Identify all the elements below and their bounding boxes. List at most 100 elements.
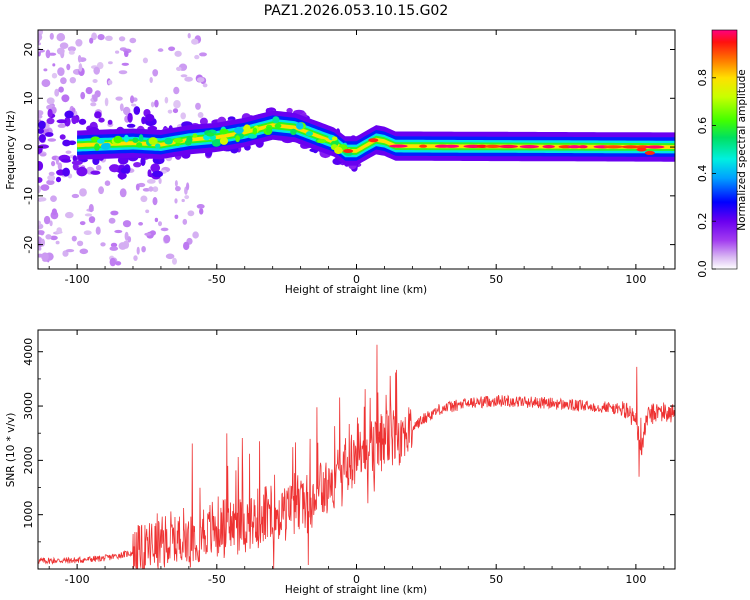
spectrogram-noise	[98, 186, 104, 195]
colorbar-tick-label: 0.8	[696, 69, 709, 87]
spectrogram-noise	[92, 93, 98, 102]
spectrogram-noise	[88, 216, 96, 224]
snr-x-label: Height of straight line (km)	[285, 584, 427, 596]
spectrogram-peak	[265, 126, 273, 134]
spectrogram-noise	[43, 215, 51, 225]
spectrogram-x-tick-label: -100	[65, 273, 90, 286]
spectrogram-noise	[59, 42, 69, 49]
spectrogram-noise	[184, 76, 193, 82]
colorbar-label: Normalized spectral amplitude	[736, 69, 748, 230]
spectrogram-noise	[40, 184, 50, 191]
spectrogram-noise	[79, 221, 86, 226]
spectrogram-x-label: Height of straight line (km)	[285, 284, 427, 296]
colorbar-ticks: 0.0 0.2 0.4 0.6 0.8	[696, 69, 716, 278]
spectrogram-cloud	[46, 117, 55, 125]
spectrogram-cloud	[141, 116, 146, 125]
spectrogram-cloud	[72, 155, 78, 162]
spectrogram-core	[519, 145, 539, 149]
spectrogram-cloud	[150, 163, 161, 173]
spectrogram-noise	[157, 48, 164, 52]
spectrogram-core	[443, 144, 460, 148]
spectrogram-cloud	[147, 169, 152, 177]
spectrogram-peak	[164, 137, 173, 145]
spectrogram-peak	[155, 143, 161, 149]
spectrogram-noise	[91, 32, 97, 41]
spectrogram-noise	[51, 208, 58, 216]
spectrogram-noise	[167, 109, 173, 114]
spectrogram-noise	[164, 96, 169, 104]
spectrogram-noise	[173, 100, 181, 109]
spectrogram-cloud	[117, 172, 127, 180]
spectrogram-peak	[306, 131, 313, 137]
spectrogram-core	[644, 150, 655, 155]
spectrogram-noise	[78, 63, 83, 72]
snr-y-tick-label: 2000	[22, 446, 35, 474]
spectrogram-noise	[158, 177, 162, 184]
spectrogram-cloud	[152, 170, 164, 178]
spectrogram-noise	[160, 227, 169, 232]
spectrogram-noise	[158, 221, 162, 227]
spectrogram-noise	[104, 97, 109, 107]
colorbar-scale	[711, 29, 738, 270]
spectrogram-noise	[79, 248, 89, 255]
spectrogram-noise	[118, 36, 126, 42]
spectrogram-noise	[172, 108, 179, 114]
spectrogram-noise	[83, 230, 92, 235]
spectrogram-noise	[38, 220, 42, 226]
spectrogram-noise	[110, 242, 118, 248]
spectrogram-noise	[39, 153, 47, 157]
spectrogram-noise	[58, 86, 64, 93]
spectrogram-peak	[138, 134, 144, 142]
spectrogram-noise	[173, 86, 180, 95]
spectrogram-noise	[148, 186, 154, 192]
colorbar-tick-label: 0.4	[696, 165, 709, 183]
snr-x-tick-label: 50	[489, 573, 503, 586]
spectrogram-noise	[55, 240, 60, 245]
spectrogram-noise	[100, 242, 106, 247]
spectrogram-core	[419, 144, 428, 148]
spectrogram-cloud	[140, 157, 146, 166]
spectrogram-noise	[174, 180, 178, 187]
spectrogram-cloud	[107, 119, 113, 125]
spectrogram-noise	[95, 226, 101, 235]
colorbar-tick-label: 0.0	[696, 260, 709, 278]
spectrogram-cloud	[109, 164, 120, 173]
spectrogram-noise	[187, 33, 191, 39]
spectrogram-noise	[115, 96, 123, 101]
spectrogram-noise	[56, 227, 62, 234]
spectrogram-noise	[119, 103, 124, 112]
spectrogram-noise	[65, 150, 72, 154]
spectrogram-cloud	[56, 119, 67, 124]
spectrogram-noise	[176, 66, 182, 71]
spectrogram-noise	[56, 47, 65, 55]
spectrogram-peak	[219, 128, 229, 135]
spectrogram-noise	[197, 112, 204, 118]
spectrogram-noise	[131, 103, 137, 107]
spectrogram-noise	[149, 77, 153, 83]
spectrogram-image	[38, 30, 675, 267]
spectrogram-cloud	[133, 106, 141, 115]
spectrogram-noise	[192, 231, 199, 239]
spectrogram-noise	[68, 50, 75, 55]
spectrogram-noise	[51, 72, 58, 79]
spectrogram-noise	[104, 180, 111, 186]
spectrogram-noise	[124, 50, 129, 57]
spectrogram-peak	[100, 143, 111, 150]
spectrogram-peak	[173, 138, 183, 143]
spectrogram-cloud	[38, 120, 46, 130]
spectrogram-cloud	[62, 139, 71, 147]
spectrogram-cloud	[38, 134, 47, 143]
spectrogram-peak	[113, 135, 123, 144]
spectrogram-noise	[136, 246, 140, 255]
spectrogram-noise	[118, 242, 127, 250]
spectrogram-noise	[142, 188, 151, 192]
spectrogram-peak	[234, 126, 244, 134]
spectrogram-peak	[317, 138, 327, 144]
spectrogram-noise	[47, 174, 56, 181]
spectrogram-core	[476, 144, 488, 148]
spectrogram-noise	[90, 102, 97, 107]
spectrogram-cloud	[71, 115, 78, 125]
spectrogram-noise	[142, 57, 148, 64]
spectrogram-noise	[181, 198, 185, 203]
spectrogram-noise	[154, 217, 159, 223]
